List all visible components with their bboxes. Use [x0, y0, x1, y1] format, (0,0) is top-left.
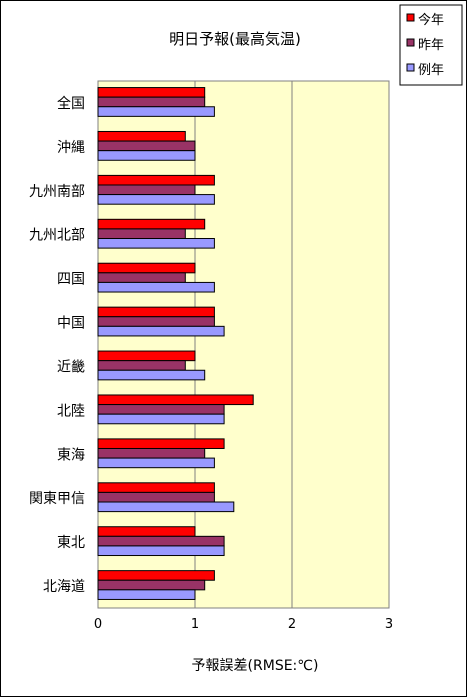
x-tick-label: 0	[94, 617, 102, 632]
category-label: 近畿	[57, 359, 85, 375]
x-tick-labels: 0 1 2 3	[94, 617, 393, 632]
bar-例年-全国	[97, 106, 215, 117]
bar-例年-九州北部	[97, 238, 215, 249]
bar-例年-沖縄	[97, 150, 196, 161]
bar-例年-中国	[97, 325, 225, 337]
bar-昨年-東北	[97, 535, 225, 547]
x-tick-label: 2	[288, 617, 296, 632]
category-label: 北海道	[43, 579, 85, 595]
plot-background	[97, 80, 390, 609]
bar-今年-中国	[97, 306, 215, 318]
bar-今年-九州北部	[97, 218, 206, 230]
bar-例年-四国	[97, 281, 215, 293]
legend-label: 昨年	[418, 38, 444, 53]
bar-昨年-北陸	[97, 404, 225, 415]
legend-swatch	[406, 63, 415, 72]
bar-今年-北陸	[97, 394, 254, 406]
bar-今年-関東甲信	[97, 482, 215, 493]
bar-今年-全国	[97, 87, 206, 98]
category-label: 九州北部	[29, 228, 85, 244]
bar-今年-東海	[97, 438, 225, 449]
category-label: 四国	[57, 272, 85, 288]
bar-昨年-北海道	[97, 579, 206, 591]
bar-今年-東北	[97, 526, 196, 537]
bar-例年-東海	[97, 457, 215, 469]
category-label: 全国	[57, 95, 85, 112]
category-label: 東海	[57, 447, 85, 463]
category-label: 中国	[57, 316, 85, 332]
bar-例年-北海道	[97, 589, 196, 600]
category-label: 東北	[57, 535, 85, 551]
bar-昨年-東海	[97, 447, 206, 459]
category-label: 北陸	[57, 403, 85, 419]
bar-昨年-四国	[97, 272, 186, 283]
bar-今年-北海道	[97, 570, 215, 581]
bar-series	[97, 87, 254, 600]
x-tick-label: 1	[191, 617, 199, 632]
x-axis-label: 予報誤差(RMSE:℃)	[192, 658, 319, 674]
bar-昨年-全国	[97, 96, 206, 108]
bar-昨年-九州北部	[97, 228, 186, 240]
category-label: 関東甲信	[29, 491, 85, 507]
category-label: 九州南部	[29, 184, 85, 200]
legend-label: 今年	[418, 12, 444, 28]
legend-swatch	[406, 13, 415, 22]
legend-label: 例年	[418, 63, 444, 78]
legend-swatch	[406, 38, 415, 47]
bar-今年-四国	[97, 262, 196, 274]
bar-今年-近畿	[97, 350, 196, 362]
bar-今年-沖縄	[97, 130, 186, 142]
bar-例年-東北	[97, 545, 225, 557]
bar-昨年-沖縄	[97, 140, 196, 152]
bar-例年-九州南部	[97, 194, 215, 205]
bar-昨年-近畿	[97, 360, 186, 371]
bar-今年-九州南部	[97, 174, 215, 186]
x-tick-label: 3	[385, 617, 393, 632]
category-label: 沖縄	[57, 140, 85, 156]
bar-昨年-九州南部	[97, 184, 196, 196]
bar-昨年-中国	[97, 316, 215, 327]
bar-例年-近畿	[97, 369, 206, 381]
bar-例年-北陸	[97, 413, 225, 425]
bar-例年-関東甲信	[97, 501, 235, 513]
gridlines	[194, 81, 293, 608]
bar-昨年-関東甲信	[97, 491, 215, 503]
chart-title: 明日予報(最高気温)	[169, 30, 301, 48]
